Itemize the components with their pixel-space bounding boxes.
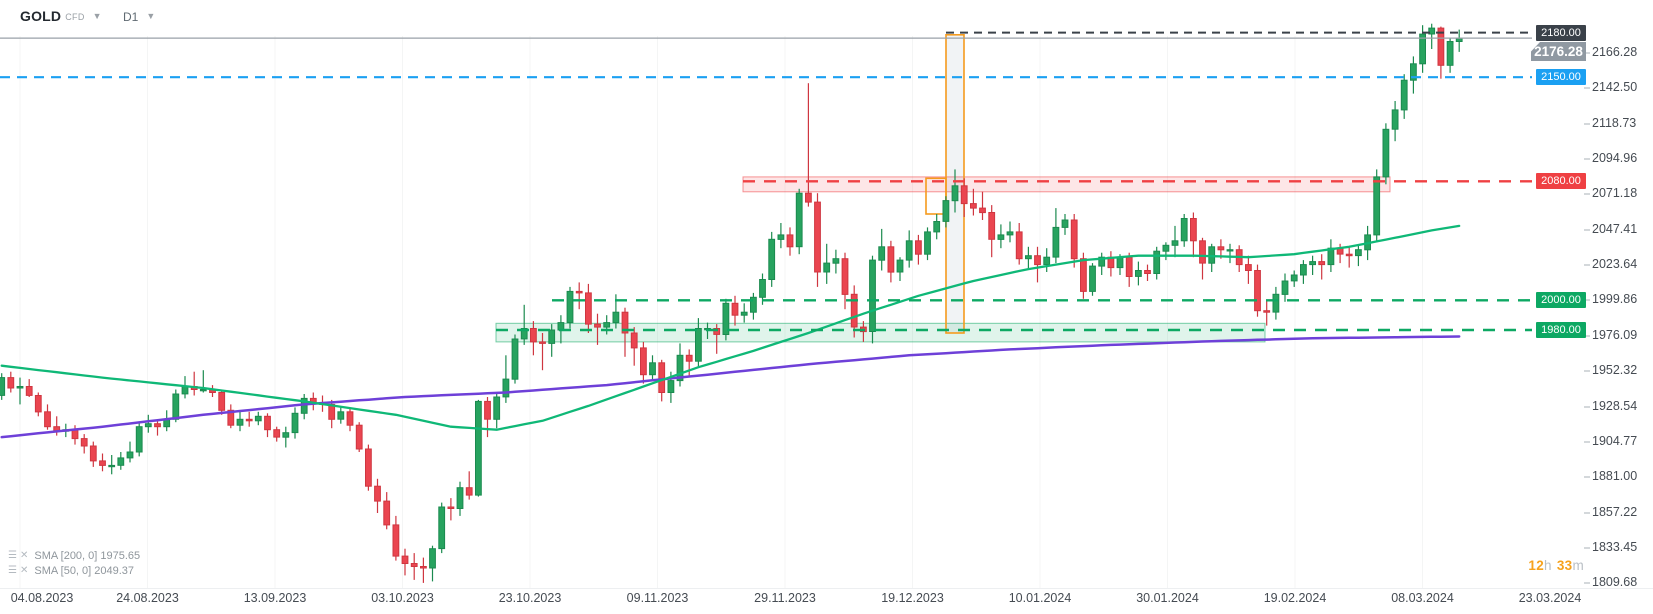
price-level-badge[interactable]: 2080.00 bbox=[1536, 173, 1586, 189]
date-tick-label: 08.03.2024 bbox=[1391, 591, 1454, 605]
price-tick-label: 1881.00 bbox=[1592, 469, 1638, 483]
date-tick-label: 04.08.2023 bbox=[10, 591, 74, 605]
date-tick-label: 13.09.2023 bbox=[243, 591, 307, 605]
timeframe-label: D1 bbox=[123, 10, 139, 24]
countdown-minutes: 33 bbox=[1556, 558, 1573, 573]
price-tick-mark bbox=[1584, 87, 1590, 89]
countdown-minutes-unit: m bbox=[1572, 558, 1584, 573]
candle-countdown: 12h 33m bbox=[1460, 558, 1584, 573]
timeframe-selector[interactable]: D1 ▼ bbox=[123, 10, 155, 24]
price-tick-mark bbox=[1584, 264, 1590, 266]
price-level-badge[interactable]: 1980.00 bbox=[1536, 322, 1586, 338]
date-tick-label: 09.11.2023 bbox=[626, 591, 689, 605]
price-tick-label: 1999.86 bbox=[1592, 292, 1638, 306]
symbol-name: GOLD bbox=[20, 8, 62, 24]
price-tick-mark bbox=[1584, 158, 1590, 160]
price-tick-label: 1833.45 bbox=[1592, 540, 1638, 554]
price-tick-label: 2142.50 bbox=[1592, 80, 1638, 94]
date-tick-label: 29.11.2023 bbox=[754, 591, 816, 605]
highlight-box[interactable] bbox=[925, 177, 947, 215]
price-tick-label: 2047.41 bbox=[1592, 222, 1638, 236]
price-tick-mark bbox=[1584, 299, 1590, 301]
price-tick-mark bbox=[1584, 193, 1590, 195]
instrument-type-label: CFD bbox=[65, 12, 85, 22]
price-tick-label: 1809.68 bbox=[1592, 575, 1638, 589]
countdown-hours-unit: h bbox=[1544, 558, 1552, 573]
chart-header: GOLD CFD ▼ D1 ▼ bbox=[0, 0, 1653, 34]
price-tick-label: 1976.09 bbox=[1592, 328, 1638, 342]
indicator-remove-icon[interactable]: ✕ bbox=[19, 565, 29, 576]
date-tick-label: 03.10.2023 bbox=[371, 591, 434, 605]
price-tick-mark bbox=[1584, 123, 1590, 125]
supply-zone[interactable] bbox=[742, 176, 1391, 193]
price-tick-mark bbox=[1584, 229, 1590, 231]
indicator-row-sma200: ☰ ✕ SMA [200, 0] 1975.65 bbox=[8, 549, 140, 563]
current-price-badge[interactable]: 2176.28 bbox=[1531, 42, 1586, 61]
price-tick-mark bbox=[1584, 370, 1590, 372]
date-tick-label: 23.03.2024 bbox=[1518, 591, 1582, 605]
indicator-settings-icon[interactable]: ☰ bbox=[8, 550, 17, 561]
symbol-selector[interactable]: GOLD CFD ▼ bbox=[20, 8, 102, 24]
indicator-label: SMA [50, 0] 2049.37 bbox=[34, 565, 135, 577]
price-tick-mark bbox=[1584, 406, 1590, 408]
date-tick-label: 24.08.2023 bbox=[116, 591, 179, 605]
date-tick-label: 30.01.2024 bbox=[1136, 591, 1199, 605]
indicator-label: SMA [200, 0] 1975.65 bbox=[34, 550, 141, 562]
price-level-badge[interactable]: 2000.00 bbox=[1536, 292, 1586, 308]
date-tick-label: 19.02.2024 bbox=[1263, 591, 1327, 605]
price-tick-label: 2023.64 bbox=[1592, 257, 1638, 271]
indicator-row-sma50: ☰ ✕ SMA [50, 0] 2049.37 bbox=[8, 564, 140, 578]
indicator-remove-icon[interactable]: ✕ bbox=[19, 550, 29, 561]
chevron-down-icon: ▼ bbox=[92, 11, 102, 21]
price-tick-label: 2094.96 bbox=[1592, 151, 1638, 165]
price-tick-label: 1952.32 bbox=[1592, 363, 1638, 377]
price-tick-mark bbox=[1584, 335, 1590, 337]
sma-50-line[interactable] bbox=[0, 224, 1461, 431]
price-tick-label: 1928.54 bbox=[1592, 399, 1638, 413]
indicator-settings-icon[interactable]: ☰ bbox=[8, 565, 17, 576]
price-tick-mark bbox=[1584, 441, 1590, 443]
countdown-hours: 12 bbox=[1528, 558, 1545, 573]
demand-zone[interactable] bbox=[495, 322, 1266, 343]
price-tick-label: 2166.28 bbox=[1592, 45, 1638, 59]
sma-200-line[interactable] bbox=[0, 335, 1461, 439]
price-tick-mark bbox=[1584, 512, 1590, 514]
chevron-down-icon: ▼ bbox=[146, 11, 156, 21]
price-level-badge[interactable]: 2150.00 bbox=[1536, 69, 1586, 85]
price-tick-label: 1857.22 bbox=[1592, 505, 1638, 519]
date-tick-label: 10.01.2024 bbox=[1008, 591, 1072, 605]
price-tick-mark bbox=[1584, 582, 1590, 584]
indicator-legend: ☰ ✕ SMA [200, 0] 1975.65 ☰ ✕ SMA [50, 0]… bbox=[8, 549, 140, 579]
date-tick-label: 23.10.2023 bbox=[498, 591, 562, 605]
price-tick-label: 1904.77 bbox=[1592, 434, 1638, 448]
price-tick-label: 2071.18 bbox=[1592, 186, 1638, 200]
price-level-badge[interactable]: 2180.00 bbox=[1536, 25, 1586, 41]
date-tick-label: 19.12.2023 bbox=[881, 591, 944, 605]
price-tick-mark bbox=[1584, 476, 1590, 478]
price-tick-mark bbox=[1584, 547, 1590, 549]
price-tick-label: 2118.73 bbox=[1592, 116, 1637, 130]
price-tick-mark bbox=[1584, 52, 1590, 54]
